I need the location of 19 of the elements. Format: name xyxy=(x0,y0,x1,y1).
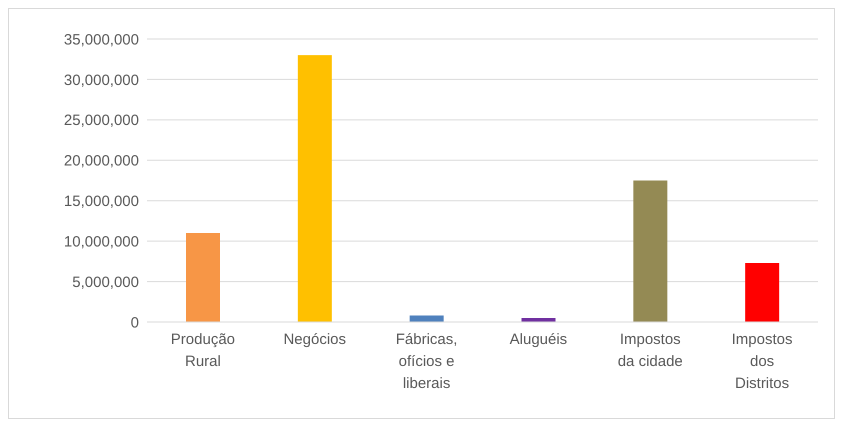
y-tick-label: 10,000,000 xyxy=(64,233,139,250)
x-tick-label: Negócios xyxy=(283,331,346,348)
bar xyxy=(298,55,332,322)
x-tick-label: Fábricas, ofícios e liberais xyxy=(396,331,458,392)
x-tick-label: Impostos dos Distritos xyxy=(732,331,793,392)
y-tick-label: 20,000,000 xyxy=(64,152,139,170)
bar xyxy=(410,316,444,322)
y-tick-label: 35,000,000 xyxy=(64,31,139,48)
x-tick-label: Impostos da cidade xyxy=(618,331,683,370)
y-tick-label: 25,000,000 xyxy=(64,112,139,130)
y-tick-label: 15,000,000 xyxy=(64,193,139,210)
bar xyxy=(745,262,780,322)
x-tick-label: Produção Rural xyxy=(170,331,236,370)
y-tick-label: 30,000,000 xyxy=(64,72,139,89)
x-tick-label: Aluguéis xyxy=(510,331,568,348)
y-tick-label: 5,000,000 xyxy=(72,274,139,291)
bar xyxy=(186,233,220,322)
y-tick-label: 0 xyxy=(130,314,139,332)
bar xyxy=(633,180,668,322)
